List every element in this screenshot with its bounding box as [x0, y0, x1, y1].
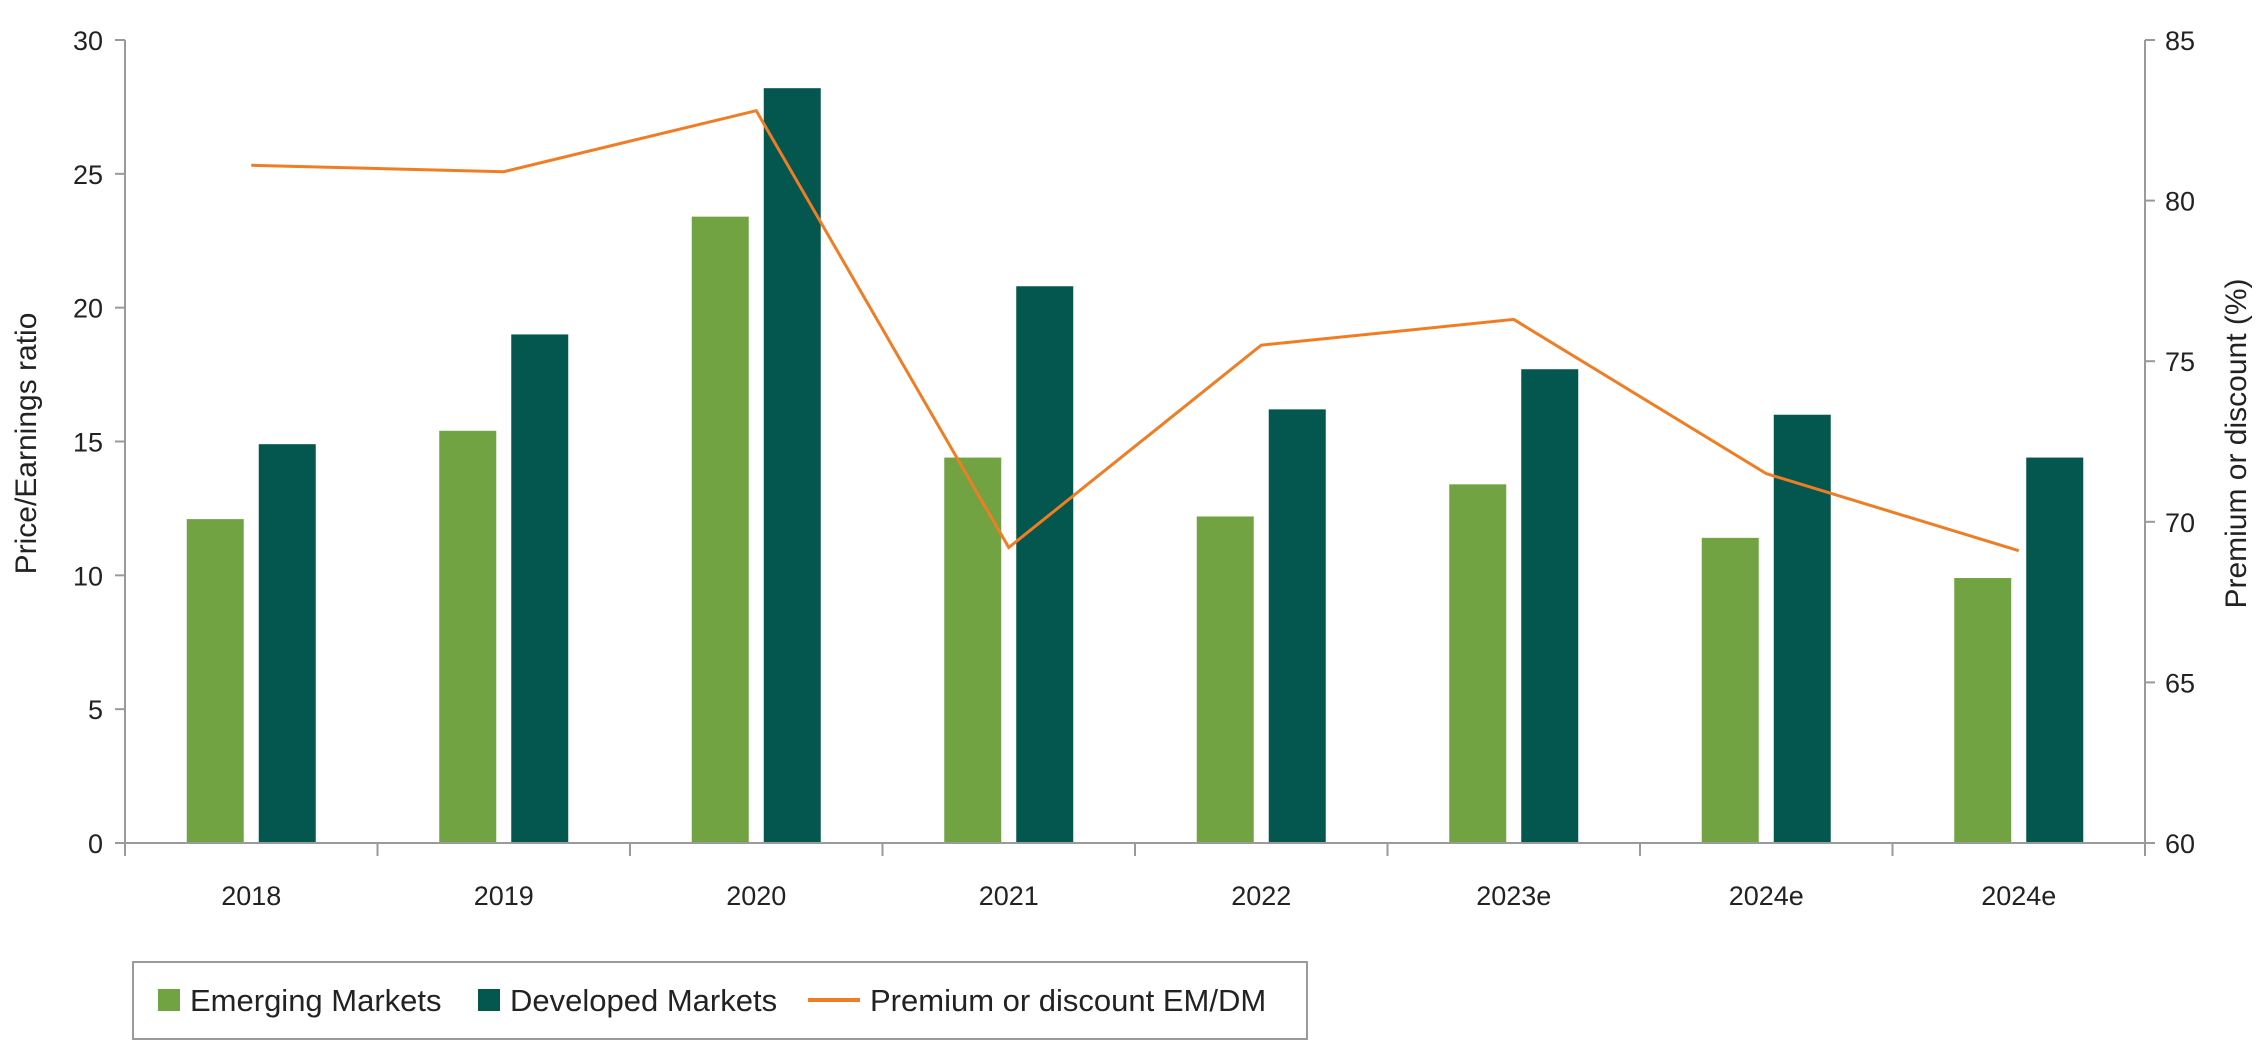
bar-developed-markets-0: [258, 444, 316, 843]
left-y-tick-label: 15: [73, 428, 103, 458]
left-y-tick-label: 30: [73, 26, 103, 56]
bar-developed-markets-3: [1016, 286, 1074, 844]
x-tick-label-4: 2022: [1231, 881, 1291, 911]
right-y-tick-label: 85: [2165, 26, 2195, 56]
legend-label-developed-markets: Developed Markets: [510, 983, 777, 1018]
legend: Emerging Markets Developed Markets Premi…: [132, 961, 1308, 1040]
right-y-tick-label: 70: [2165, 508, 2195, 538]
left-axis-title: Price/Earnings ratio: [10, 313, 43, 575]
left-y-tick-label: 5: [88, 695, 103, 725]
bar-emerging-markets-5: [1449, 484, 1507, 843]
bar-developed-markets-7: [2026, 457, 2084, 843]
right-y-tick-label: 75: [2165, 347, 2195, 377]
premium-line: [251, 108, 2020, 553]
legend-label-premium-line: Premium or discount EM/DM: [870, 983, 1266, 1018]
x-tick-label-3: 2021: [979, 881, 1039, 911]
left-y-tick-label: 10: [73, 561, 103, 591]
bar-emerging-markets-2: [691, 216, 749, 843]
bar-emerging-markets-7: [1954, 578, 2012, 843]
bar-emerging-markets-6: [1701, 537, 1759, 843]
x-tick-label-7: 2024e: [1981, 881, 2056, 911]
legend-frame: [132, 961, 1308, 1040]
right-axis-title: Premium or discount (%): [2220, 278, 2253, 608]
x-tick-label-0: 2018: [221, 881, 281, 911]
bar-developed-markets-5: [1521, 369, 1579, 843]
axes-group: [115, 39, 2155, 856]
bar-emerging-markets-4: [1196, 516, 1254, 843]
right-y-tick-label: 80: [2165, 187, 2195, 217]
right-y-tick-label: 65: [2165, 668, 2195, 698]
bar-emerging-markets-1: [439, 430, 497, 843]
x-tick-label-5: 2023e: [1476, 881, 1551, 911]
bar-developed-markets-1: [511, 334, 569, 843]
bars-group: [186, 88, 2084, 844]
x-tick-label-2: 2020: [726, 881, 786, 911]
bar-emerging-markets-3: [944, 457, 1002, 843]
x-tick-label-1: 2019: [474, 881, 534, 911]
legend-label-emerging-markets: Emerging Markets: [190, 983, 442, 1018]
bar-developed-markets-4: [1268, 409, 1326, 843]
x-tick-label-6: 2024e: [1729, 881, 1804, 911]
left-y-tick-label: 25: [73, 160, 103, 190]
bar-developed-markets-2: [763, 88, 821, 844]
x-axis-tick-labels: 2018 2019 2020 2021 2022 2023e 2024e 2024e: [221, 881, 2056, 911]
left-axis-tick-labels: 0 5 10 15 20 25 30: [73, 26, 103, 859]
bar-emerging-markets-0: [186, 519, 244, 843]
left-y-tick-label: 20: [73, 294, 103, 324]
right-axis-tick-labels: 60 65 70 75 80 85: [2165, 26, 2195, 859]
right-y-tick-label: 60: [2165, 829, 2195, 859]
premium-line-group: [251, 108, 2020, 553]
legend-swatch-emerging-markets: [158, 989, 180, 1011]
legend-swatch-developed-markets: [478, 989, 500, 1011]
left-y-tick-label: 0: [88, 829, 103, 859]
